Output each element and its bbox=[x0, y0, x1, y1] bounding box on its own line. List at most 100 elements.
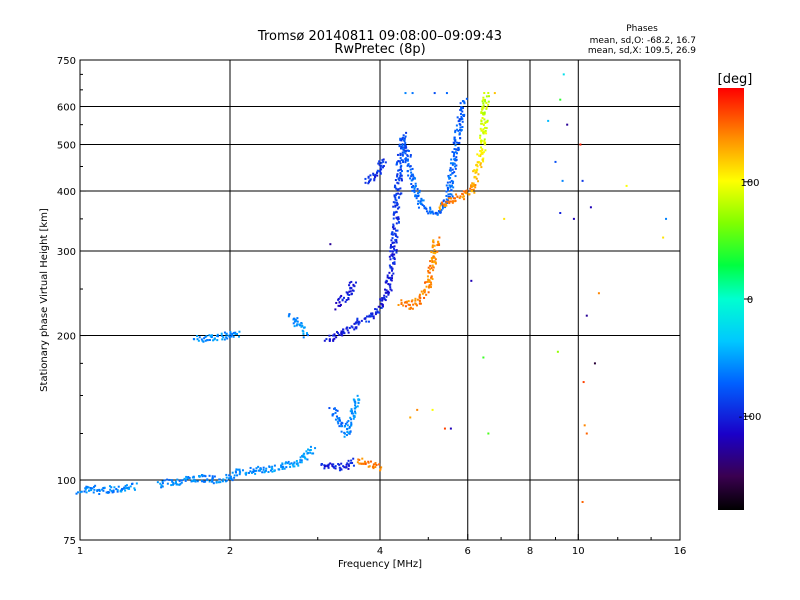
trace-point bbox=[462, 193, 465, 196]
trace-point bbox=[450, 189, 453, 192]
trace-point bbox=[449, 181, 452, 184]
trace-point bbox=[436, 244, 439, 247]
trace-point bbox=[303, 452, 306, 455]
trace-point bbox=[449, 186, 452, 189]
trace-point bbox=[201, 474, 204, 477]
trace-point bbox=[410, 183, 413, 186]
trace-point bbox=[356, 317, 359, 320]
trace-point bbox=[278, 468, 281, 471]
trace-point bbox=[400, 301, 403, 304]
trace-point bbox=[456, 128, 459, 131]
scatter-point bbox=[593, 362, 596, 365]
scatter-point bbox=[559, 212, 562, 215]
trace-point bbox=[397, 178, 400, 181]
trace-point bbox=[421, 204, 424, 207]
colorbar-tick-label: 100 bbox=[740, 178, 759, 189]
trace-point bbox=[480, 141, 483, 144]
trace-point bbox=[357, 398, 360, 401]
scatter-point bbox=[445, 92, 448, 95]
trace-point bbox=[453, 158, 456, 161]
trace-point bbox=[235, 468, 238, 471]
trace-point bbox=[387, 291, 390, 294]
trace-point bbox=[249, 470, 252, 473]
trace-point bbox=[287, 460, 290, 463]
trace-point bbox=[482, 106, 485, 109]
trace-point bbox=[400, 159, 403, 162]
trace-point bbox=[371, 465, 374, 468]
trace-point bbox=[201, 480, 204, 483]
trace-point bbox=[329, 462, 332, 465]
trace-point bbox=[211, 475, 214, 478]
trace-point bbox=[364, 462, 367, 465]
trace-point bbox=[349, 416, 352, 419]
trace-point bbox=[403, 301, 406, 304]
trace-point bbox=[252, 468, 255, 471]
trace-point bbox=[328, 338, 331, 341]
trace-point bbox=[244, 472, 247, 475]
trace-point bbox=[271, 468, 274, 471]
trace-point bbox=[437, 241, 440, 244]
trace-point bbox=[349, 287, 352, 290]
trace-point bbox=[204, 480, 207, 483]
trace-point bbox=[348, 432, 351, 435]
trace-point bbox=[401, 137, 404, 140]
trace-point bbox=[389, 250, 392, 253]
trace-point bbox=[337, 304, 340, 307]
trace-point bbox=[427, 212, 430, 215]
trace-point bbox=[340, 294, 343, 297]
trace-point bbox=[416, 188, 419, 191]
y-tick-label: 200 bbox=[57, 332, 76, 343]
trace-point bbox=[400, 170, 403, 173]
trace-point bbox=[430, 267, 433, 270]
y-tick-label: 75 bbox=[63, 536, 76, 547]
trace-point bbox=[369, 460, 372, 463]
trace-point bbox=[439, 204, 442, 207]
trace-point bbox=[403, 139, 406, 142]
trace-point bbox=[372, 463, 375, 466]
trace-point bbox=[347, 419, 350, 422]
trace-point bbox=[303, 455, 306, 458]
trace-point bbox=[400, 302, 403, 305]
colorbar-gradient bbox=[718, 88, 744, 510]
trace-point bbox=[261, 471, 264, 474]
trace-point bbox=[285, 466, 288, 469]
scatter-point bbox=[579, 143, 582, 146]
trace-point bbox=[291, 463, 294, 466]
trace-point bbox=[343, 435, 346, 438]
trace-point bbox=[451, 172, 454, 175]
trace-point bbox=[252, 469, 255, 472]
trace-point bbox=[474, 186, 477, 189]
trace-point bbox=[457, 120, 460, 123]
trace-point bbox=[413, 191, 416, 194]
trace-point bbox=[443, 205, 446, 208]
trace-point bbox=[422, 199, 425, 202]
trace-point bbox=[236, 333, 239, 336]
trace-point bbox=[335, 336, 338, 339]
trace-point bbox=[400, 139, 403, 142]
x-tick-label: 1 bbox=[77, 546, 83, 557]
trace-point bbox=[206, 478, 209, 481]
trace-point bbox=[414, 194, 417, 197]
trace-point bbox=[85, 487, 88, 490]
scatter-point bbox=[329, 243, 332, 246]
trace-point bbox=[125, 484, 128, 487]
trace-point bbox=[306, 458, 309, 461]
trace-point bbox=[393, 232, 396, 235]
trace-point bbox=[171, 480, 174, 483]
trace-point bbox=[255, 467, 258, 470]
trace-point bbox=[370, 312, 373, 315]
trace-point bbox=[409, 155, 412, 158]
trace-point bbox=[445, 190, 448, 193]
trace-point bbox=[458, 133, 461, 136]
trace-point bbox=[372, 173, 375, 176]
trace-point bbox=[385, 295, 388, 298]
trace-point bbox=[267, 470, 270, 473]
trace-point bbox=[255, 469, 258, 472]
trace-point bbox=[314, 447, 317, 450]
trace-point bbox=[436, 213, 439, 216]
trace-point bbox=[433, 244, 436, 247]
trace-point bbox=[341, 422, 344, 425]
trace-point bbox=[420, 202, 423, 205]
trace-point bbox=[230, 477, 233, 480]
